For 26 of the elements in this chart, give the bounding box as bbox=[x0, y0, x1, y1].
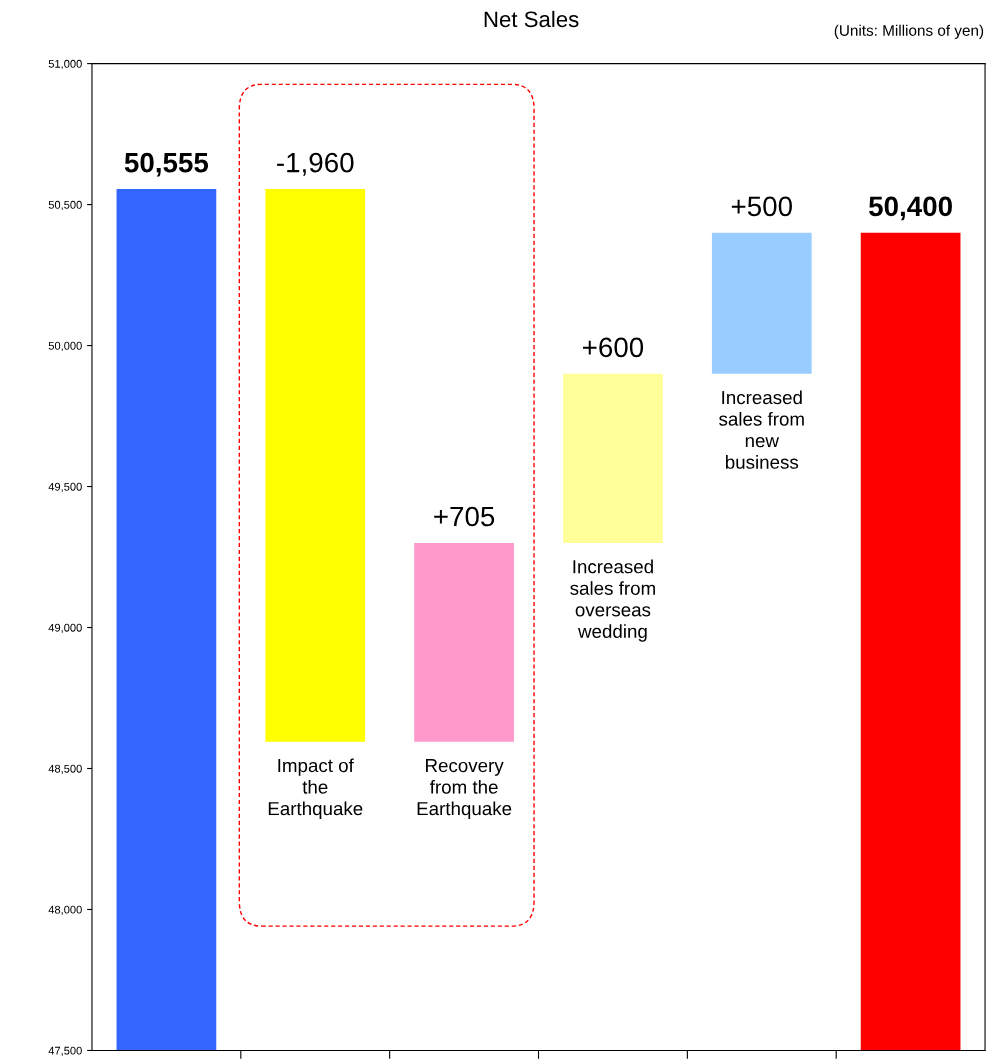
data-label: 50,555 bbox=[124, 152, 209, 177]
chart-title: Net Sales bbox=[484, 10, 579, 28]
text: (Units: Millions of yen) bbox=[834, 24, 984, 39]
y-tick-label: 49,500 bbox=[48, 482, 82, 492]
bar bbox=[116, 189, 217, 1051]
bar bbox=[711, 232, 812, 374]
data-label: -1,960 bbox=[277, 152, 354, 176]
y-tick-label: 50,000 bbox=[48, 341, 82, 352]
y-tick-label: 48,500 bbox=[48, 764, 82, 774]
y-tick-label: 48,000 bbox=[48, 905, 82, 915]
x-tick-label: Recovery from the Earthquake bbox=[417, 759, 512, 819]
bar bbox=[414, 542, 514, 742]
bar bbox=[563, 373, 663, 543]
y-tick-label: 47,500 bbox=[48, 1046, 82, 1056]
y-tick-label: 51,000 bbox=[48, 59, 82, 70]
bar bbox=[265, 189, 366, 742]
x-tick-label: Increased sales from new business bbox=[719, 390, 804, 469]
data-label: +500 bbox=[731, 196, 792, 217]
x-tick-label: Impact of the Earthquake bbox=[268, 758, 363, 819]
data-label: +705 bbox=[434, 506, 495, 527]
bar bbox=[860, 232, 961, 1051]
x-tick-label: Increased sales from overseas wedding bbox=[570, 559, 655, 642]
y-tick-label: 49,000 bbox=[48, 623, 82, 633]
data-label: +600 bbox=[583, 337, 644, 358]
y-tick-label: 50,500 bbox=[48, 200, 82, 211]
data-label: 50,400 bbox=[869, 196, 952, 221]
